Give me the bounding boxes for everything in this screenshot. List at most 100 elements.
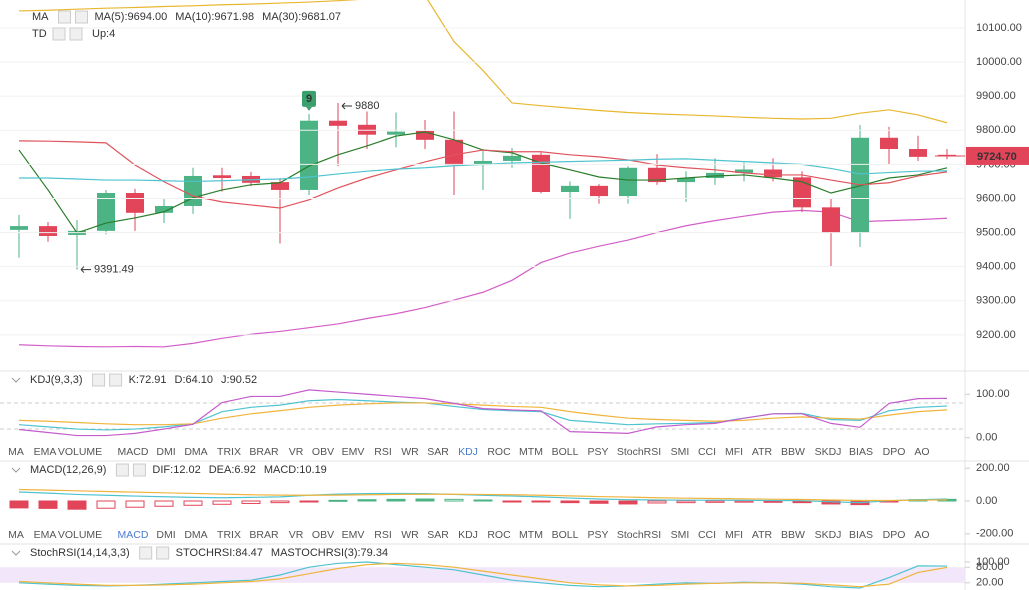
indicator-line <box>18 402 948 426</box>
last-price-box <box>966 146 1029 165</box>
indicator-tab[interactable]: WR <box>401 446 419 458</box>
indicator-tab[interactable]: AO <box>914 446 929 458</box>
indicator-tab[interactable]: EMV <box>342 446 365 458</box>
close-icon <box>156 546 170 560</box>
indicator-tab[interactable]: BIAS <box>849 446 873 458</box>
candle-body <box>880 137 898 150</box>
indicator-tab[interactable]: BIAS <box>849 529 873 541</box>
y-tick-label: 20.00 <box>976 577 1004 589</box>
histogram-bar <box>96 500 116 509</box>
indicator-tab[interactable]: CCI <box>698 446 716 458</box>
indicator-tab[interactable]: BOLL <box>552 529 579 541</box>
indicator-tab[interactable]: SMI <box>671 529 690 541</box>
close-icon <box>75 10 88 24</box>
indicator-tab[interactable]: BBW <box>781 529 805 541</box>
indicator-tab[interactable]: BOLL <box>552 446 579 458</box>
indicator-tab[interactable]: TRIX <box>217 529 241 541</box>
candle-body <box>416 130 434 140</box>
indicator-tab[interactable]: VOLUME <box>58 446 102 458</box>
indicator-tab[interactable]: MFI <box>725 446 743 458</box>
indicator-tab[interactable]: MACD <box>118 446 149 458</box>
indicator-tab[interactable]: SAR <box>427 529 449 541</box>
legend-entry: D:64.10 <box>175 374 214 386</box>
collapse-icon <box>11 550 21 556</box>
y-tick-label: 0.00 <box>976 495 997 507</box>
collapse-icon <box>11 467 21 473</box>
indicator-tab[interactable]: PSY <box>587 446 608 458</box>
indicator-tab[interactable]: CCI <box>698 529 716 541</box>
indicator-tab[interactable]: DPO <box>883 446 906 458</box>
indicator-tab[interactable]: AO <box>914 529 929 541</box>
indicator-tab[interactable]: OBV <box>312 529 334 541</box>
candle-body <box>909 149 927 157</box>
histogram-bar <box>183 500 203 506</box>
y-tick-label: 0.00 <box>976 432 997 444</box>
indicator-tab[interactable]: KDJ <box>458 446 478 458</box>
y-tick-label: 9400.00 <box>976 261 1016 273</box>
legend-entry: Up:4 <box>92 28 115 40</box>
legend-entry: MA(5):9694.00 <box>95 11 168 23</box>
indicator-tab[interactable]: MA <box>8 446 24 458</box>
candle-body <box>822 207 840 233</box>
y-tick-label: 9600.00 <box>976 192 1016 204</box>
indicator-tab[interactable]: DPO <box>883 529 906 541</box>
y-tick-label: 200.00 <box>976 462 1010 474</box>
indicator-tab[interactable]: DMI <box>156 446 175 458</box>
settings-icon <box>92 373 106 387</box>
indicator-tab[interactable]: WR <box>401 529 419 541</box>
candle-body <box>648 167 666 183</box>
indicator-tab[interactable]: BRAR <box>249 529 279 541</box>
indicator-tab[interactable]: KDJ <box>458 529 478 541</box>
indicator-tab[interactable]: MTM <box>519 529 543 541</box>
indicator-tab[interactable]: ATR <box>752 446 773 458</box>
histogram-bar <box>9 500 29 509</box>
indicator-tab[interactable]: DMI <box>156 529 175 541</box>
indicator-tab[interactable]: DMA <box>184 446 207 458</box>
legend-label: TD <box>32 28 47 40</box>
panel <box>9 488 957 510</box>
indicator-tab[interactable]: SKDJ <box>815 446 842 458</box>
indicator-tab[interactable]: VR <box>289 446 304 458</box>
indicator-tab[interactable]: StochRSI <box>617 446 661 458</box>
band-line <box>18 0 948 124</box>
histogram-bar <box>328 499 348 502</box>
indicator-tab[interactable]: VOLUME <box>58 529 102 541</box>
indicator-tab[interactable]: MACD <box>118 529 149 541</box>
indicator-tab[interactable]: StochRSI <box>617 529 661 541</box>
ma-line <box>18 140 948 209</box>
indicator-tab[interactable]: VR <box>289 529 304 541</box>
legend-entry: MA(30):9681.07 <box>262 11 341 23</box>
indicator-tab[interactable]: EMA <box>34 529 57 541</box>
y-tick-label: 9300.00 <box>976 295 1016 307</box>
indicator-tab[interactable]: MTM <box>519 446 543 458</box>
histogram-bar <box>618 500 638 505</box>
histogram-bar <box>676 500 696 504</box>
indicator-line <box>18 491 948 504</box>
indicator-tab[interactable]: BRAR <box>249 446 279 458</box>
indicator-tab[interactable]: EMA <box>34 446 57 458</box>
indicator-tab[interactable]: DMA <box>184 529 207 541</box>
indicator-tab[interactable]: MFI <box>725 529 743 541</box>
settings-icon <box>139 546 153 560</box>
candle-body <box>358 124 376 135</box>
indicator-tab[interactable]: ATR <box>752 529 773 541</box>
indicator-tab[interactable]: SMI <box>671 446 690 458</box>
y-tick-label: 80.00 <box>976 561 1004 573</box>
candle-body <box>39 226 57 236</box>
indicator-tab[interactable]: MA <box>8 529 24 541</box>
indicator-line <box>18 488 948 502</box>
settings-icon <box>58 10 71 24</box>
indicator-tab[interactable]: ROC <box>487 529 511 541</box>
indicator-tab[interactable]: SKDJ <box>815 529 842 541</box>
indicator-tab[interactable]: EMV <box>342 529 365 541</box>
candle-body <box>793 177 811 208</box>
indicator-tab[interactable]: RSI <box>374 529 392 541</box>
indicator-tab[interactable]: OBV <box>312 446 334 458</box>
indicator-tab[interactable]: BBW <box>781 446 805 458</box>
indicator-tab[interactable]: PSY <box>587 529 608 541</box>
indicator-tab[interactable]: TRIX <box>217 446 241 458</box>
indicator-tab[interactable]: RSI <box>374 446 392 458</box>
indicator-tab[interactable]: SAR <box>427 446 449 458</box>
indicator-tab[interactable]: ROC <box>487 446 511 458</box>
